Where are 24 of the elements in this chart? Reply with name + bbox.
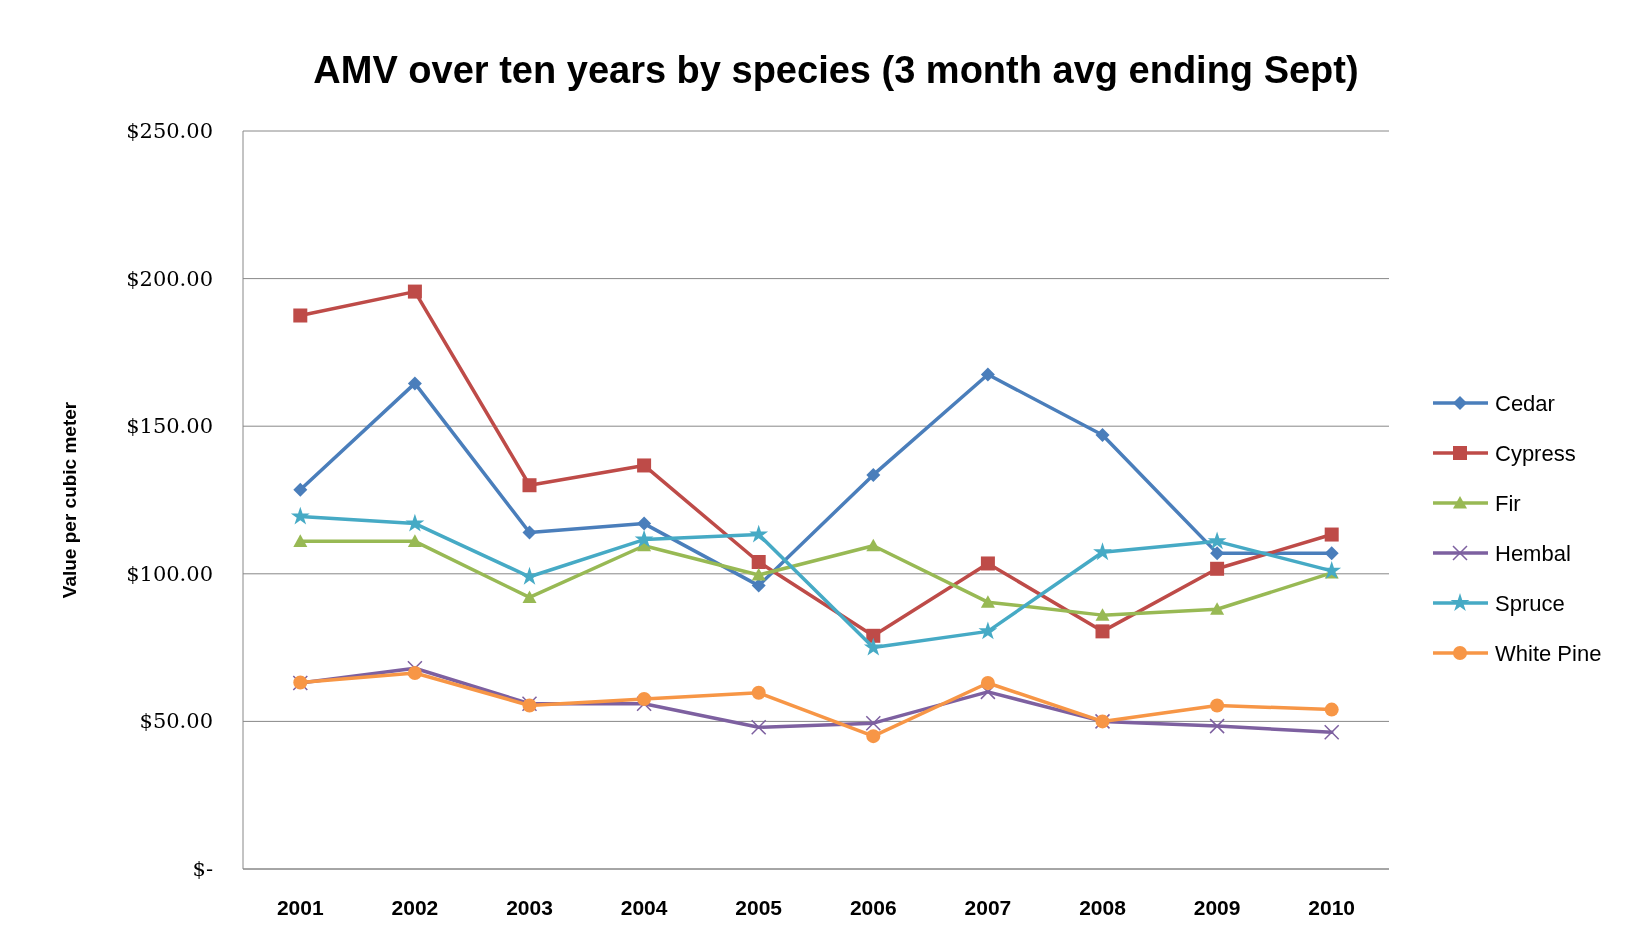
legend-label: Cypress: [1495, 441, 1576, 466]
legend-label: Hembal: [1495, 541, 1571, 566]
x-tick-label: 2008: [1079, 896, 1127, 919]
x-tick-label: 2004: [620, 896, 668, 919]
legend-label: Fir: [1495, 491, 1521, 516]
legend-label: Spruce: [1495, 591, 1565, 616]
y-tick-label: $-: [192, 857, 213, 881]
x-tick-label: 2001: [276, 896, 324, 919]
x-tick-label: 2009: [1193, 896, 1241, 919]
y-tick-label: $150.00: [126, 414, 213, 439]
y-tick-label: $100.00: [126, 561, 213, 586]
y-axis-title: Value per cubic meter: [59, 401, 80, 599]
x-tick-label: 2007: [964, 896, 1012, 919]
y-tick-label: $250.00: [126, 119, 213, 143]
y-tick-label: $50.00: [139, 709, 213, 734]
x-tick-label: 2010: [1308, 896, 1356, 919]
chart-title: AMV over ten years by species (3 month avg ending Sept): [313, 49, 1359, 91]
x-tick-label: 2006: [849, 896, 897, 919]
x-tick-label: 2003: [506, 896, 553, 919]
legend-label: White Pine: [1495, 641, 1602, 666]
legend-label: Cedar: [1495, 391, 1555, 416]
y-tick-label: $200.00: [126, 266, 213, 291]
x-tick-label: 2002: [391, 896, 439, 919]
x-tick-label: 2005: [735, 896, 783, 919]
